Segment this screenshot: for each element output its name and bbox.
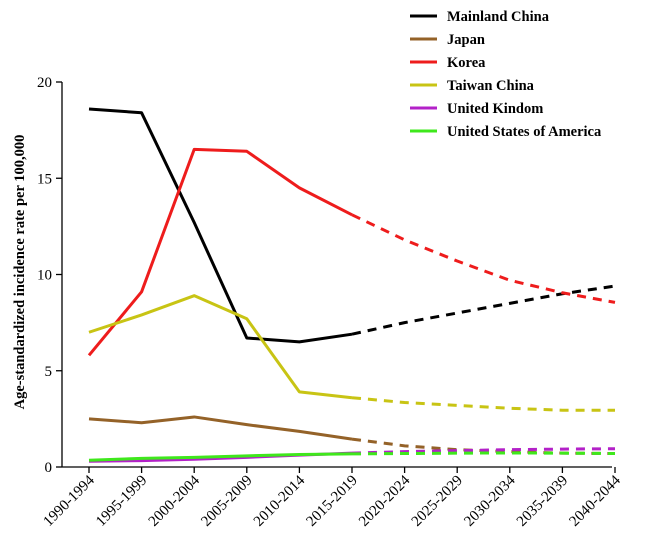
series-line-projected xyxy=(351,451,616,456)
series-united-states-of-america xyxy=(88,451,616,462)
x-tick-label: 2020-2024 xyxy=(356,472,414,530)
series-korea xyxy=(87,147,616,357)
x-tick-label: 2040-2044 xyxy=(567,472,625,530)
legend-label: Taiwan China xyxy=(447,78,535,94)
x-tick-label: 1990-1994 xyxy=(41,472,99,530)
x-tick-label: 2005-2009 xyxy=(198,473,255,530)
series-line-observed xyxy=(88,294,353,400)
x-tick-label: 2025-2029 xyxy=(409,473,466,530)
series-mainland-china xyxy=(88,107,616,344)
y-tick-label: 0 xyxy=(45,460,53,476)
series-line-observed xyxy=(88,452,353,462)
legend-label: United States of America xyxy=(447,124,602,140)
x-tick-label: 2015-2019 xyxy=(304,473,361,530)
legend-label: United Kindom xyxy=(447,101,543,117)
legend-label: Japan xyxy=(447,32,485,48)
y-tick-label: 10 xyxy=(37,268,52,284)
series-line-observed xyxy=(87,147,353,357)
x-tick-label: 2035-2039 xyxy=(514,473,571,530)
y-tick-label: 15 xyxy=(37,171,52,187)
x-tick-label: 2010-2014 xyxy=(251,472,309,530)
legend-label: Korea xyxy=(447,55,486,71)
series-line-projected xyxy=(351,447,616,455)
y-tick-label: 20 xyxy=(37,75,52,91)
series-line-projected xyxy=(351,396,615,412)
series-line-observed xyxy=(88,415,353,441)
x-tick-label: 1995-1999 xyxy=(93,473,150,530)
legend-label: Mainland China xyxy=(447,9,550,25)
y-tick-label: 5 xyxy=(45,364,53,380)
series-line-observed xyxy=(88,107,353,344)
series-line-projected xyxy=(351,284,616,336)
series-taiwan-china xyxy=(88,294,615,412)
x-tick-label: 2000-2004 xyxy=(146,472,204,530)
x-tick-label: 2030-2034 xyxy=(461,472,519,530)
legend: Mainland China Japan Korea Taiwan China Unit… xyxy=(410,9,602,140)
series-line-projected xyxy=(351,213,616,304)
y-axis-title: Age-standardized incidence rate per 100,… xyxy=(12,135,28,410)
series-lines xyxy=(87,107,616,463)
